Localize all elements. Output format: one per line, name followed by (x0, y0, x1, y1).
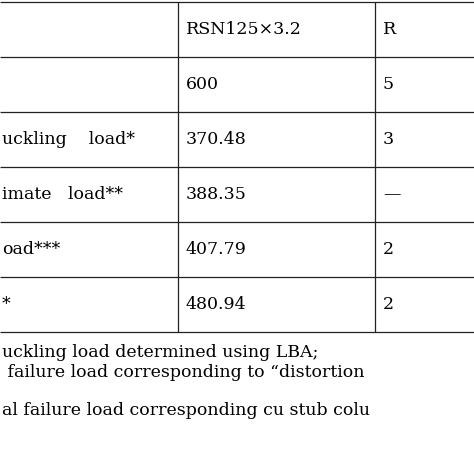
Text: al failure load corresponding cu stub colu: al failure load corresponding cu stub co… (2, 402, 370, 419)
Text: oad***: oad*** (2, 241, 60, 258)
Text: —: — (383, 186, 401, 203)
Text: 5: 5 (383, 76, 394, 93)
Text: 480.94: 480.94 (186, 296, 246, 313)
Text: RSN125×3.2: RSN125×3.2 (186, 21, 302, 38)
Text: 388.35: 388.35 (186, 186, 247, 203)
Text: 2: 2 (383, 296, 394, 313)
Text: *: * (2, 296, 11, 313)
Text: failure load corresponding to “distortion: failure load corresponding to “distortio… (2, 364, 365, 381)
Text: uckling    load*: uckling load* (2, 131, 135, 148)
Text: R: R (383, 21, 396, 38)
Text: 370.48: 370.48 (186, 131, 247, 148)
Text: uckling load determined using LBA;: uckling load determined using LBA; (2, 344, 319, 361)
Text: imate   load**: imate load** (2, 186, 123, 203)
Text: 407.79: 407.79 (186, 241, 247, 258)
Text: 2: 2 (383, 241, 394, 258)
Text: 3: 3 (383, 131, 394, 148)
Text: 600: 600 (186, 76, 219, 93)
